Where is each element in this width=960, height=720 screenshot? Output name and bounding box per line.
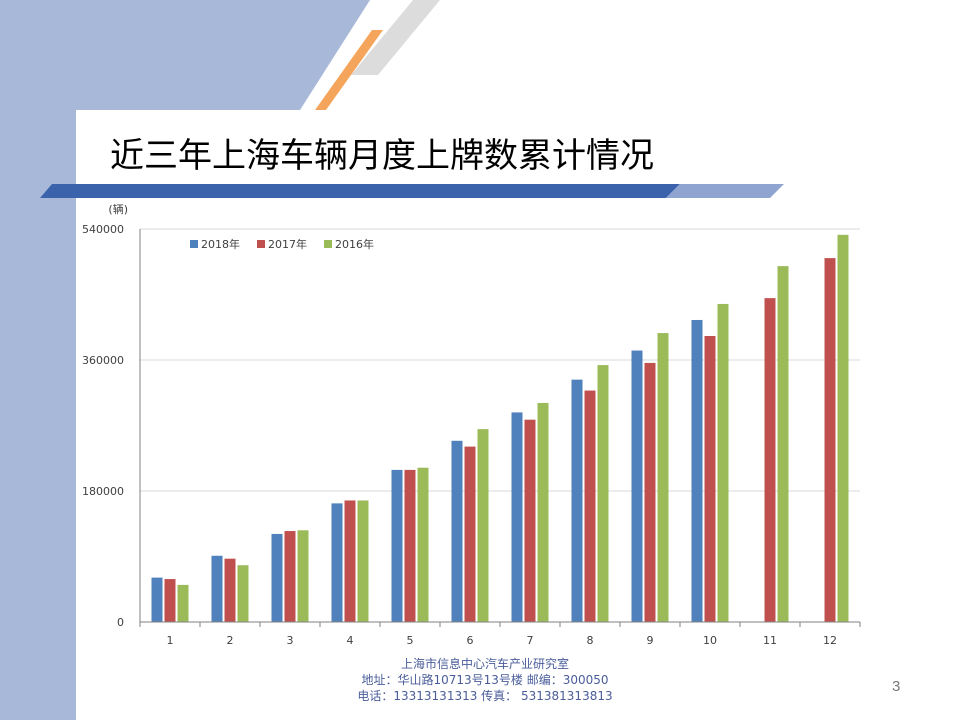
x-tick-label: 5	[407, 634, 414, 647]
slide-title: 近三年上海车辆月度上牌数累计情况	[110, 136, 654, 176]
y-tick-label: 360000	[82, 354, 124, 367]
bar-2016年-1	[177, 584, 189, 622]
bar-2018年-3	[271, 533, 283, 622]
y-tick-label: 0	[117, 616, 124, 629]
header-orange-stripe	[315, 30, 383, 110]
bar-2018年-7	[511, 412, 523, 622]
bar-2016年-12	[837, 234, 849, 623]
bar-2018年-1	[151, 577, 163, 622]
legend-label: 2017年	[268, 237, 307, 251]
bar-2017年-9	[644, 362, 656, 622]
x-tick-label: 4	[347, 634, 354, 647]
header-blue-shape	[0, 0, 370, 110]
bar-2017年-3	[284, 531, 296, 622]
bar-2016年-11	[777, 266, 789, 622]
bar-2016年-5	[417, 467, 429, 622]
x-tick-label: 11	[763, 634, 777, 647]
bars	[151, 234, 849, 623]
x-tick-label: 10	[703, 634, 717, 647]
bar-2017年-10	[704, 335, 716, 622]
legend-label: 2018年	[201, 237, 240, 251]
y-tick-label: 540000	[82, 223, 124, 236]
x-tick-label: 6	[467, 634, 474, 647]
bar-2018年-8	[571, 379, 583, 622]
x-tick-label: 9	[647, 634, 654, 647]
bar-2016年-2	[237, 565, 249, 622]
bar-2017年-7	[524, 419, 536, 622]
bar-2017年-5	[404, 469, 416, 622]
y-tick-label: 180000	[82, 485, 124, 498]
bar-2017年-12	[824, 258, 836, 622]
x-tick-label: 3	[287, 634, 294, 647]
footer-phone-fax: 电话：13313131313 传真： 531381313813	[357, 689, 613, 703]
bar-2016年-8	[597, 365, 609, 622]
side-panel	[0, 0, 76, 720]
legend-swatch	[324, 240, 332, 248]
x-tick-label: 12	[823, 634, 837, 647]
bar-2016年-7	[537, 402, 549, 622]
footer-address: 地址：华山路10713号13号楼 邮编：300050	[361, 673, 609, 687]
bar-2017年-8	[584, 390, 596, 622]
gridlines	[140, 228, 860, 492]
x-tick-label: 2	[227, 634, 234, 647]
bar-2018年-10	[691, 319, 703, 622]
x-tick-label: 1	[167, 634, 174, 647]
legend: 2018年 2017年 2016年	[190, 237, 374, 251]
legend-label: 2016年	[335, 237, 374, 251]
bar-2018年-5	[391, 469, 403, 622]
title-card	[76, 110, 960, 198]
bar-2017年-1	[164, 579, 176, 622]
bar-2018年-2	[211, 555, 223, 622]
footer-organization: 上海市信息中心汽车产业研究室	[400, 657, 569, 671]
bar-2017年-2	[224, 558, 236, 622]
x-tick-label: 8	[587, 634, 594, 647]
bar-2017年-4	[344, 500, 356, 622]
bar-2016年-6	[477, 429, 489, 622]
x-tick-label: 7	[527, 634, 534, 647]
bar-2018年-6	[451, 440, 463, 622]
bar-2018年-4	[331, 503, 343, 622]
title-band-dark	[40, 184, 680, 198]
header-gray-stripe	[351, 0, 440, 75]
legend-swatch	[257, 240, 265, 248]
bar-2016年-10	[717, 303, 729, 622]
bar-2018年-9	[631, 350, 643, 622]
title-band-light	[666, 184, 784, 198]
bar-2016年-9	[657, 333, 669, 622]
bar-2017年-6	[464, 446, 476, 622]
bar-2017年-11	[764, 298, 776, 622]
bar-2016年-4	[357, 500, 369, 622]
legend-swatch	[190, 240, 198, 248]
y-axis-label: (辆)	[108, 202, 128, 216]
bar-2016年-3	[297, 530, 309, 622]
footer-contact: 上海市信息中心汽车产业研究室 地址：华山路10713号13号楼 邮编：30005…	[300, 656, 670, 704]
page-number: 3	[892, 678, 901, 695]
